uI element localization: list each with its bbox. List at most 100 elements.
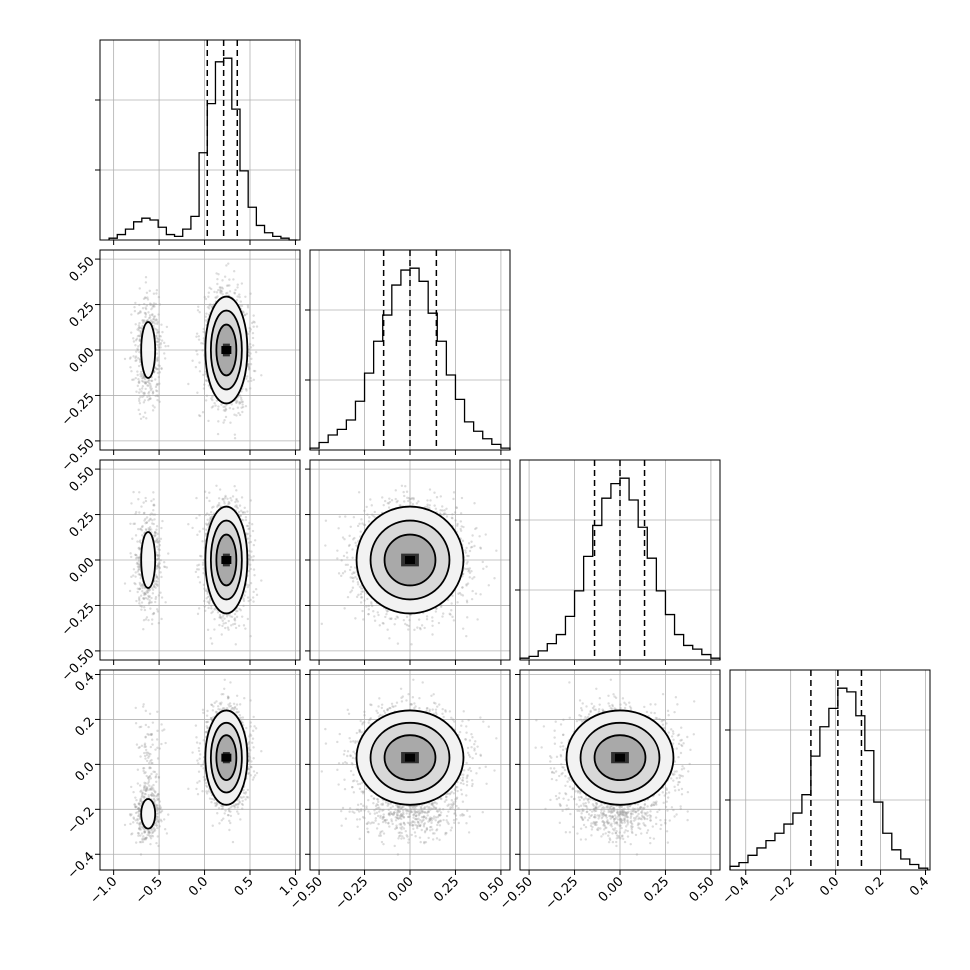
sample-point [137,334,141,337]
sample-point [235,504,238,507]
sample-point [138,412,142,416]
sample-point [136,347,139,351]
sample-point [144,591,147,594]
sample-point [158,338,161,341]
sample-point [151,409,155,412]
sample-point [138,358,142,361]
sample-point [220,403,223,406]
sample-point [139,395,142,399]
sample-point [149,302,152,305]
hist-panel-2 [515,459,721,665]
sample-point [156,330,159,334]
sample-point [212,505,215,508]
sample-point [209,516,212,519]
sample-point [143,381,147,385]
sample-point [209,510,213,514]
sample-point [139,539,142,542]
sample-point [205,312,208,315]
sample-point [156,537,159,540]
sample-point [156,321,159,324]
hist-step [729,687,929,870]
sample-point [197,575,200,579]
sample-point [129,366,132,369]
sample-point [246,375,249,378]
sample-point [253,539,257,542]
sample-point [144,313,148,316]
sample-point [187,382,190,386]
sample-point [235,615,239,619]
sample-point [142,401,146,404]
sample-point [204,513,207,517]
sample-point [246,306,250,309]
sample-point [160,575,163,579]
sample-point [140,387,144,390]
sample-point [149,382,152,386]
sample-point [216,408,220,411]
sample-point [131,378,134,381]
sample-point [230,403,233,406]
sample-point [248,326,251,330]
sample-point [136,312,140,315]
sample-point [203,587,206,590]
sample-point [220,633,223,636]
sample-point [215,272,218,275]
sample-point [153,370,156,373]
sample-point [142,380,145,383]
sample-point [143,519,146,522]
sample-point [245,389,248,392]
sample-point [201,349,204,352]
sample-point [239,514,242,518]
sample-point [144,387,147,391]
sample-point [204,589,207,592]
sample-point [138,303,141,307]
sample-point [160,596,164,599]
sample-point [202,337,206,340]
sample-point [147,398,150,402]
sample-point [136,562,140,566]
sample-point [205,379,208,382]
sample-point [138,573,142,576]
sample-point [148,528,151,531]
sample-point [198,514,201,517]
sample-point [217,420,220,423]
sample-point [252,314,255,317]
sample-point [144,496,147,500]
sample-point [139,604,142,608]
sample-point [134,571,137,574]
sample-point [218,286,222,289]
sample-point [202,327,205,331]
sample-point [148,314,152,317]
sample-point [136,570,140,573]
sample-point [252,555,255,558]
sample-point [241,405,245,409]
sample-point [207,419,210,423]
sample-point [240,282,244,285]
sample-point [210,406,214,409]
sample-point [138,546,141,549]
sample-point [244,313,247,317]
sample-point [254,350,258,354]
sample-point [132,340,136,343]
sample-point [135,337,139,341]
sample-point [213,618,216,621]
sample-point [139,330,143,333]
sample-point [151,612,155,616]
sample-point [138,511,141,514]
sample-point [137,573,141,576]
sample-point [250,357,253,361]
sample-point [221,497,224,501]
sample-point [260,579,263,582]
sample-point [217,497,221,500]
sample-point [236,406,240,409]
sample-point [133,309,137,313]
sample-point [251,321,254,325]
sample-point [144,382,148,385]
sample-point [155,528,158,531]
sample-point [152,292,156,295]
sample-point [248,354,251,358]
sample-point [143,391,146,395]
sample-point [245,312,249,315]
sample-point [157,557,160,561]
sample-point [141,321,145,324]
sample-point [143,411,147,414]
